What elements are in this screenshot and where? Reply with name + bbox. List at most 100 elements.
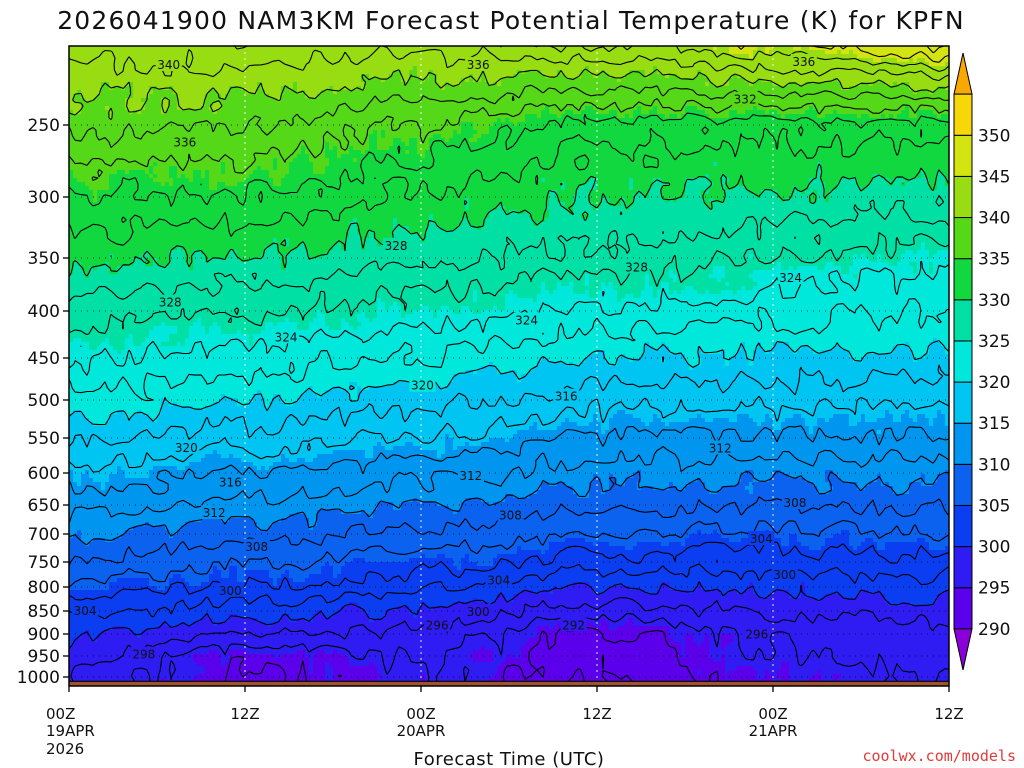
colorbar-label: 325: [978, 332, 1010, 352]
watermark: coolwx.com/models: [862, 747, 1016, 765]
contour-line: [69, 470, 949, 546]
contour-line: [69, 260, 949, 376]
y-tick-label: 650: [28, 496, 60, 516]
contour-line: [69, 364, 949, 448]
colorbar-label: 335: [978, 250, 1010, 270]
colorbar-label: 295: [978, 579, 1010, 599]
contour-label-bg: [243, 538, 270, 553]
contour-label-bg: [777, 270, 804, 285]
contour-label: 312: [709, 442, 732, 456]
plot-area: 340 3363443363323363283283243283243243203…: [69, 46, 949, 686]
y-tick-label: 450: [28, 349, 60, 369]
colorbar-segment: [953, 93, 973, 136]
contour-line: [69, 84, 949, 149]
contour-label: 316: [555, 390, 578, 404]
grid-lines: [69, 46, 949, 686]
x-tick-year: 2026: [46, 740, 84, 758]
colorbar-segment: [953, 587, 973, 630]
contour-label: 308: [784, 496, 807, 510]
x-tick-label: 00Z: [406, 705, 435, 723]
colorbar-label: 310: [978, 455, 1010, 475]
contour-label: 300: [773, 568, 796, 582]
y-tick-label: 300: [28, 188, 60, 208]
y-tick-label: 700: [28, 525, 60, 545]
y-tick-label: 850: [28, 602, 60, 622]
contour-label-bg: [771, 567, 798, 581]
contour-label: 296: [745, 627, 768, 641]
contour-line: [69, 425, 949, 497]
contour-label-bg: [382, 237, 410, 252]
contour-label: 336: [173, 135, 196, 149]
contour-label: 308: [499, 508, 522, 522]
contour-line: [69, 340, 949, 426]
contour-label-bg: [217, 582, 244, 597]
contour-label-bg: [743, 626, 770, 641]
colorbar-segment: [953, 134, 973, 177]
contour-label-bg: [457, 468, 484, 483]
contour-label: 300: [219, 584, 242, 598]
contour-label: 308: [245, 540, 268, 554]
colorbar-segment: [953, 546, 973, 589]
x-tick-date: 19APR: [46, 722, 95, 740]
contour-label-bg: [157, 294, 184, 309]
contour-label: 292: [562, 618, 585, 632]
contour-label-bg: [781, 495, 809, 510]
y-tick-label: 350: [28, 249, 60, 269]
x-tick-label: 12Z: [582, 705, 611, 723]
contour-line: [69, 563, 949, 620]
contour-label: 304: [750, 532, 773, 546]
contour-label: 324: [779, 271, 802, 285]
contour-line: [69, 163, 949, 277]
contour-label-bg: [217, 474, 244, 489]
contour-label-bg: [485, 572, 512, 587]
contour-labels: 340 3363443363323363283283243283243243203…: [72, 53, 817, 662]
contour-label-bg: [72, 603, 99, 617]
contour-line: [69, 68, 949, 121]
contour-line: [69, 298, 949, 402]
x-tick-label: 00Z: [46, 705, 75, 723]
contour-label-bg: [560, 617, 587, 632]
contour-label-bg: [424, 617, 451, 632]
contour-line: [69, 395, 949, 473]
contour-label: 336: [467, 58, 490, 72]
x-tick-label: 00Z: [758, 705, 787, 723]
y-tick-label: 800: [28, 578, 60, 598]
y-tick-label: 400: [28, 302, 60, 322]
colorbar-segment: [953, 504, 973, 548]
contour-label: 328: [159, 296, 182, 310]
colorbar-max-arrow: [953, 52, 973, 95]
x-tick-label: 12Z: [230, 705, 259, 723]
contour-line: [69, 194, 949, 303]
contour-label-bg: [748, 531, 775, 546]
colorbar-label: 305: [978, 496, 1010, 516]
colorbar-label: 340: [978, 209, 1010, 229]
contour-line: [70, 597, 949, 686]
contour-label-bg: [732, 91, 759, 106]
contour-label: 312: [459, 469, 482, 483]
colorbar-segment: [953, 463, 973, 506]
y-tick-label: 550: [28, 429, 60, 449]
contour-label-bg: [171, 134, 198, 149]
colorbar-label: 345: [978, 167, 1010, 187]
contour-label: 340: [157, 58, 180, 72]
contour-label: 328: [625, 261, 648, 275]
colorbar-label: 350: [978, 126, 1010, 146]
contour-label: 298: [132, 648, 155, 662]
x-axis-label: Forecast Time (UTC): [414, 749, 605, 768]
colorbar-label: 290: [978, 620, 1010, 640]
y-tick-label: 250: [28, 116, 60, 136]
contour-label: 328: [385, 239, 408, 253]
contour-label: 320: [411, 379, 434, 393]
colorbar-segment: [953, 217, 973, 260]
contour-label-bg: [465, 603, 492, 618]
colorbar-label: 315: [978, 414, 1010, 434]
contour-label-bg: [553, 388, 580, 403]
contour-label: 316: [219, 476, 242, 490]
colorbar-segment: [953, 381, 973, 424]
colorbar-label: 320: [978, 373, 1010, 393]
contour-line: [69, 46, 949, 82]
contour-label-bg: [497, 507, 524, 522]
colorbar-segment: [953, 299, 973, 342]
contour-label-bg: [513, 312, 540, 327]
contour-line: [69, 126, 949, 246]
